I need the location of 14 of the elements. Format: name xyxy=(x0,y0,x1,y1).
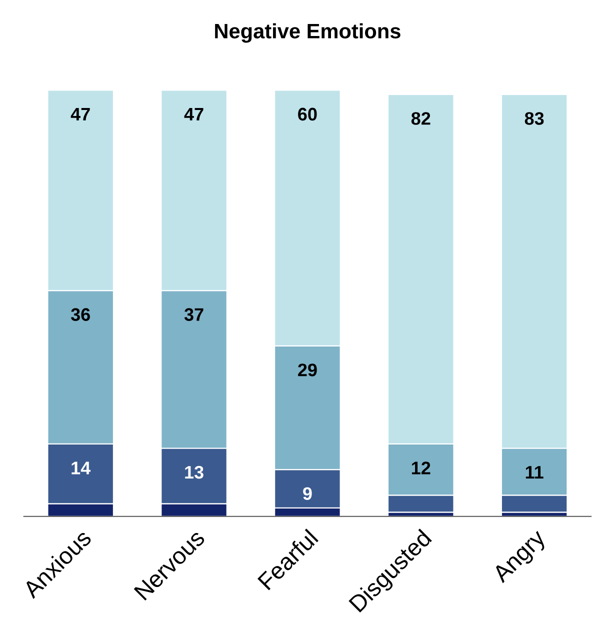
chart-title: Negative Emotions xyxy=(215,23,400,43)
data-label: 47 xyxy=(70,108,90,120)
data-label: 47 xyxy=(184,108,204,120)
data-label: 60 xyxy=(298,108,317,121)
data-label: 14 xyxy=(72,462,91,474)
data-label: 9 xyxy=(303,487,312,500)
data-label: 13 xyxy=(185,466,204,479)
data-label: 83 xyxy=(524,112,544,125)
data-label: 12 xyxy=(412,462,430,474)
data-label: 37 xyxy=(184,308,204,321)
data-label: 82 xyxy=(411,112,430,125)
data-label: 36 xyxy=(70,308,90,321)
data-label: 29 xyxy=(298,364,317,376)
data-label: 11 xyxy=(526,466,544,478)
